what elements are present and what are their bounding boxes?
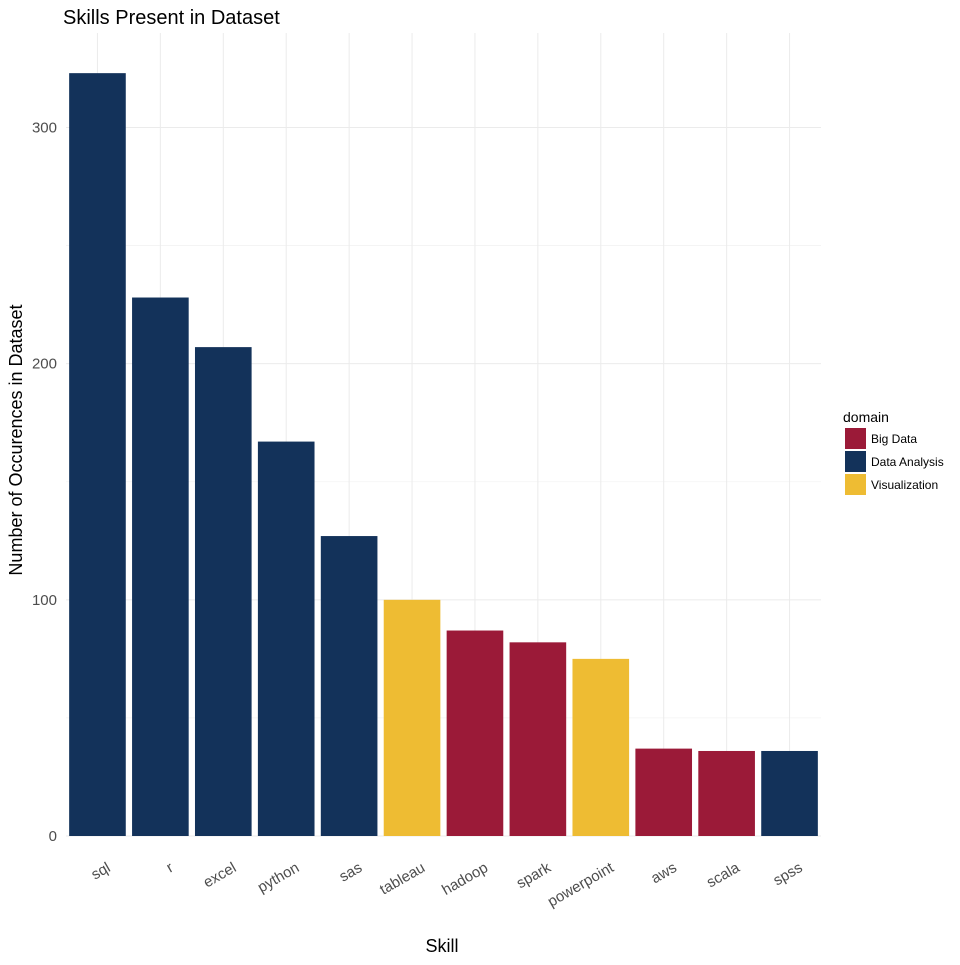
legend-label: Big Data [871, 432, 917, 446]
x-tick-label: scala [704, 859, 743, 892]
x-tick-label: python [255, 859, 303, 896]
x-tick-label: sql [88, 859, 113, 883]
legend-key [845, 428, 866, 449]
legend-entries: Big Data Data Analysis Visualization [845, 428, 944, 495]
bar-sql [69, 73, 126, 836]
bar-tableau [383, 599, 441, 836]
bars [69, 73, 818, 836]
y-tick-label: 0 [49, 828, 57, 845]
bar-sas [320, 536, 378, 836]
x-axis-title: Skill [425, 936, 458, 956]
y-tick-label: 200 [32, 356, 57, 373]
legend-key [845, 451, 866, 472]
legend-key [845, 474, 866, 495]
bar-spark [509, 642, 567, 836]
bar-scala [698, 750, 755, 836]
y-tick-label: 300 [32, 119, 57, 136]
legend-label: Data Analysis [871, 455, 944, 469]
x-tick-label: hadoop [439, 859, 491, 899]
x-tick-label: r [164, 859, 177, 876]
y-tick-label: 100 [32, 592, 57, 609]
chart-title: Skills Present in Dataset [63, 7, 280, 29]
bar-powerpoint [572, 658, 630, 836]
bar-python [257, 441, 315, 836]
x-tick-label: powerpoint [545, 859, 618, 911]
legend-title: domain [843, 409, 889, 425]
bar-excel [194, 347, 252, 836]
x-axis-ticks: sql r excel python sas tableau hadoop sparkpowe… [88, 859, 805, 911]
x-tick-label: spss [770, 859, 805, 889]
legend-label: Visualization [871, 478, 938, 492]
bar-aws [635, 748, 693, 836]
x-tick-label: spark [514, 859, 555, 892]
x-tick-label: aws [648, 859, 680, 887]
bar-r [132, 297, 189, 836]
y-axis-ticks: 0 100 200 300 [32, 119, 57, 845]
bar-hadoop [446, 630, 504, 836]
x-tick-label: excel [200, 859, 239, 891]
x-tick-label: tableau [377, 859, 428, 898]
x-tick-label: sas [336, 859, 365, 885]
legend: domain Big Data Data Analysis Visualizatio… [843, 409, 944, 495]
y-axis-title: Number of Occurences in Dataset [6, 304, 26, 575]
bar-spss [761, 750, 818, 836]
